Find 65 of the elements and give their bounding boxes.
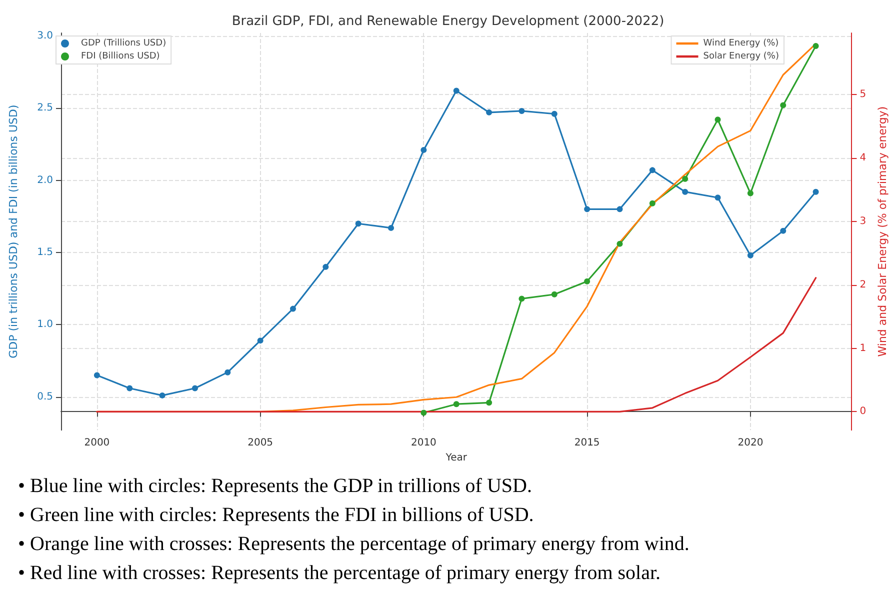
point: [551, 291, 558, 298]
y2-axis-title: Wind and Solar Energy (% of primary energy): [876, 106, 889, 357]
point: [616, 240, 623, 247]
point: [649, 200, 656, 206]
y2-tick-label: 3: [860, 216, 866, 227]
x-tick-label: 2015: [574, 438, 600, 449]
point: [812, 188, 819, 195]
y-tick-label: 2.0: [37, 174, 53, 186]
point: [747, 190, 754, 196]
point: [388, 224, 394, 231]
y-tick-label: 1.5: [37, 246, 53, 258]
point: [747, 252, 754, 258]
point: [159, 392, 166, 398]
point: [94, 372, 100, 378]
point: [224, 369, 231, 376]
text: • Blue line with circles: Represents the GDP in trillions of USD.: [18, 474, 533, 499]
point: [551, 110, 558, 117]
y-tick-label: 0.5: [37, 391, 53, 402]
point: [682, 188, 688, 195]
x-tick-label: 2005: [248, 438, 274, 449]
x-tick-label: 2010: [410, 438, 436, 449]
point: [682, 176, 688, 182]
point: [486, 400, 492, 406]
point: [126, 385, 133, 392]
text: • Orange line with crosses: Represents the percentage of primary energy from wind.: [18, 532, 690, 557]
point: [714, 116, 721, 123]
point: [584, 278, 590, 284]
point: [486, 109, 492, 116]
x-axis-title: Year: [444, 452, 468, 464]
point: [322, 264, 329, 270]
point: [714, 194, 721, 201]
y2-tick-label: 0: [860, 406, 866, 418]
point: [453, 88, 460, 94]
text: • Red line with crosses: Represents the percentage of primary energy from solar.: [18, 561, 662, 586]
point: [518, 296, 525, 302]
point: [616, 206, 623, 212]
x-tick-label: 2000: [84, 438, 110, 449]
y-tick-label: 3.0: [37, 30, 53, 42]
point: [780, 228, 786, 234]
point: [420, 410, 427, 416]
point: [192, 385, 198, 392]
point: [780, 102, 786, 108]
x-tick-label: 2020: [738, 438, 764, 449]
point: [649, 167, 656, 174]
y2-tick-label: 5: [860, 89, 866, 100]
y2-tick-label: 2: [860, 279, 866, 290]
text: • Green line with circles: Represents the FDI in billions of USD.: [18, 503, 535, 528]
point: [290, 306, 296, 312]
point: [453, 401, 460, 408]
point: [518, 108, 525, 114]
chart-title: Brazil GDP, FDI, and Renewable Energy Development (2000-2022): [232, 14, 664, 29]
point: [584, 206, 590, 212]
y-tick-label: 2.5: [37, 102, 53, 114]
y2-tick-label: 4: [860, 152, 866, 164]
point: [420, 146, 427, 153]
y-axis-title: GDP (in trillions USD) and FDI (in billions USD): [7, 104, 20, 358]
point: [812, 42, 819, 49]
point: [355, 220, 362, 227]
point: [257, 338, 264, 344]
legend-label: Wind Energy (%): [703, 38, 779, 48]
y2-tick-label: 1: [860, 342, 866, 354]
y-tick-label: 1.0: [37, 319, 53, 330]
legend-label: FDI (Billions USD): [81, 52, 160, 62]
legend-label: Solar Energy (%): [703, 52, 780, 62]
legend-label: GDP (Trillions USD): [81, 38, 166, 48]
